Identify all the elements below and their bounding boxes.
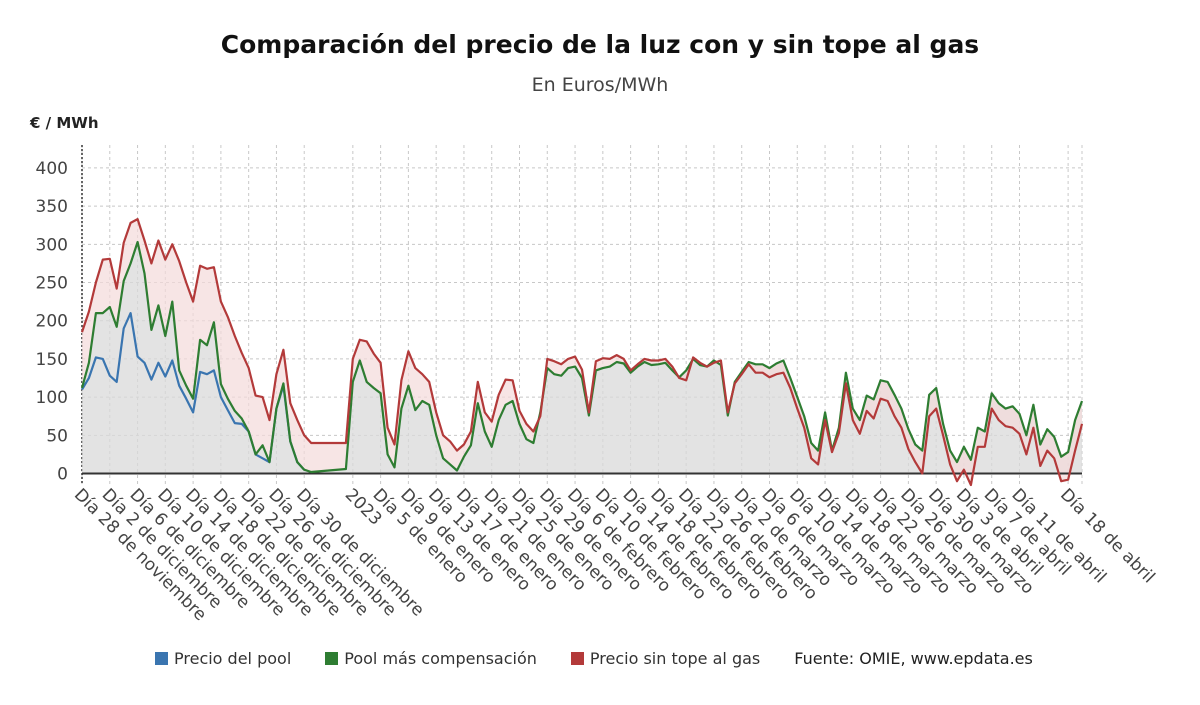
chart-subtitle: En Euros/MWh <box>531 74 669 96</box>
legend-label-no-cap: Precio sin tope al gas <box>589 649 761 668</box>
legend-swatch-pool <box>155 652 168 665</box>
legend-label-compensation: Pool más compensación <box>344 649 537 668</box>
legend-swatch-no-cap <box>570 652 584 665</box>
y-tick-label: 400 <box>36 159 68 179</box>
legend-swatch-compensation <box>325 652 339 665</box>
y-tick-label: 50 <box>46 426 68 446</box>
y-tick-label: 0 <box>57 465 68 485</box>
legend-item-compensation[interactable]: Pool más compensación <box>325 649 537 668</box>
y-tick-label: 150 <box>36 350 68 370</box>
legend-label-pool: Precio del pool <box>174 649 292 668</box>
y-tick-label: 100 <box>36 388 68 408</box>
chart-legend: Precio del pool Pool más compensación Pr… <box>155 649 1033 668</box>
y-tick-label: 200 <box>36 312 68 332</box>
y-tick-label: 250 <box>36 274 68 294</box>
y-tick-label: 350 <box>36 197 68 217</box>
chart-title: Comparación del precio de la luz con y s… <box>220 30 980 59</box>
no-cap-line[interactable] <box>80 218 1084 487</box>
y-tick-label: 300 <box>36 235 68 255</box>
legend-item-no-cap[interactable]: Precio sin tope al gas <box>570 649 761 668</box>
pool-line[interactable] <box>81 312 306 471</box>
source-note: Fuente: OMIE, www.epdata.es <box>794 649 1033 668</box>
y-axis-unit-label: € / MWh <box>30 114 99 132</box>
compensation-line[interactable] <box>80 240 1084 474</box>
legend-item-pool[interactable]: Precio del pool <box>155 649 291 668</box>
pool-area <box>82 242 1082 474</box>
